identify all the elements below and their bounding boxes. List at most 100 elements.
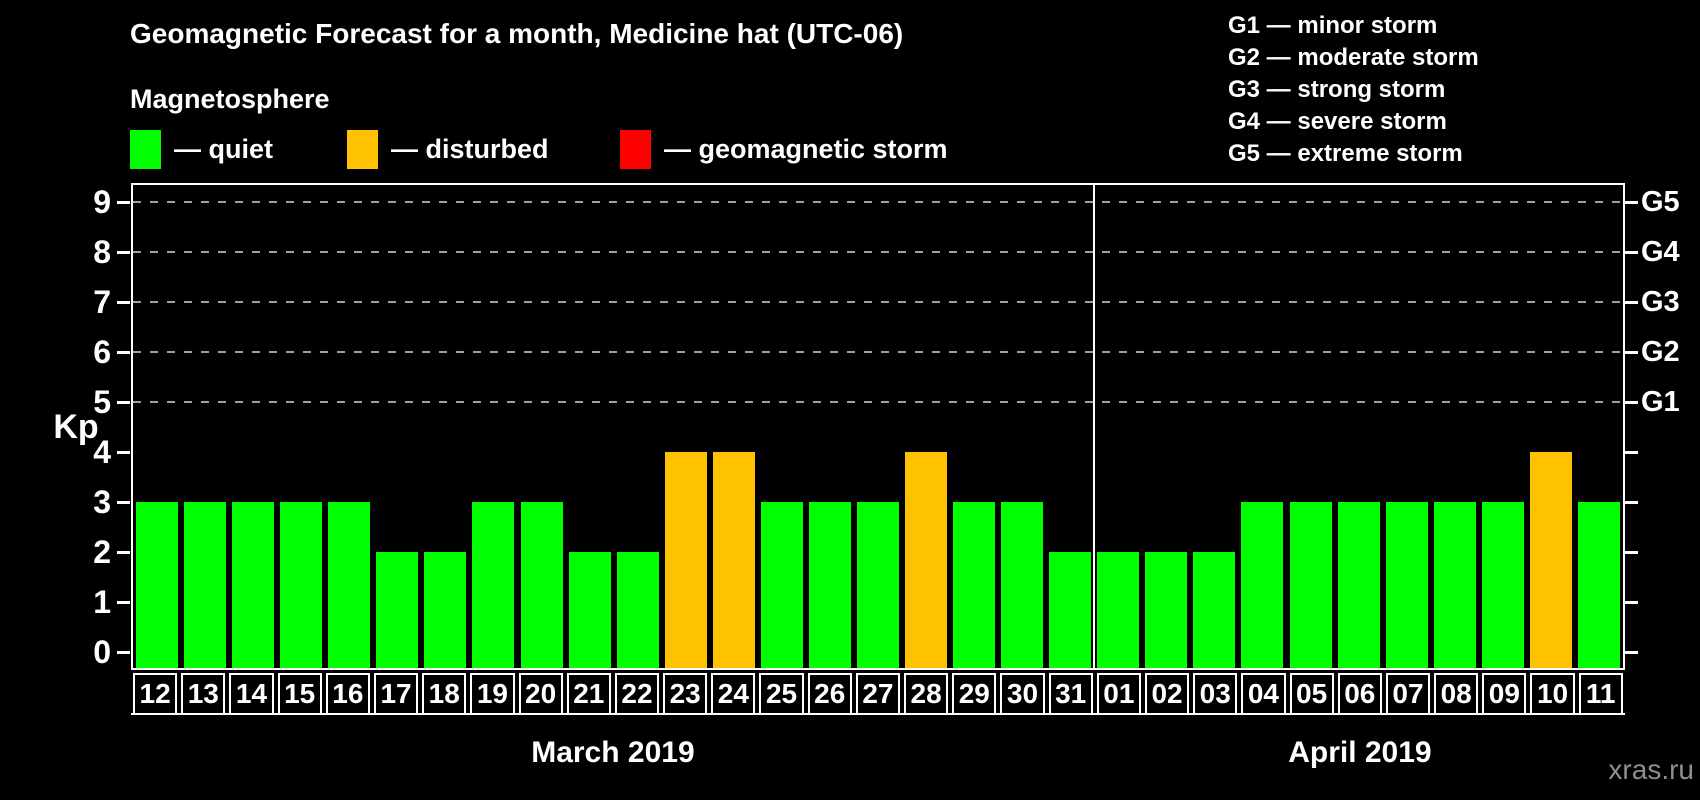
day-slot: 26: [806, 673, 854, 715]
g-legend-line-5: G5 — extreme storm: [1228, 140, 1463, 167]
kp-bar: [712, 452, 755, 668]
day-slot: 14: [227, 673, 275, 715]
day-slot: 07: [1384, 673, 1432, 715]
day-slot: 11: [1577, 673, 1625, 715]
bar-slot-12: [133, 185, 181, 668]
kp-bar: [664, 452, 707, 668]
bar-slot-16: [325, 185, 373, 668]
kp-bar: [856, 502, 899, 668]
y-axis-tick: [117, 201, 130, 204]
right-axis-tick: [1625, 201, 1638, 204]
day-label: 12: [133, 673, 178, 715]
g-legend-line-3: G3 — strong storm: [1228, 76, 1446, 103]
day-label: 17: [373, 673, 419, 715]
bar-slot-08: [1431, 185, 1479, 668]
day-slot: 06: [1336, 673, 1384, 715]
day-slot: 30: [998, 673, 1046, 715]
bar-slot-01: [1094, 185, 1142, 668]
day-slot: 29: [950, 673, 998, 715]
legend-swatch-quiet: [130, 129, 161, 169]
kp-bar: [1577, 502, 1620, 668]
bar-slot-31: [1046, 185, 1094, 668]
day-slot: 08: [1432, 673, 1480, 715]
bar-slot-15: [277, 185, 325, 668]
month-label-2: April 2019: [1288, 736, 1432, 769]
day-label: 15: [277, 673, 322, 715]
bar-slot-21: [566, 185, 614, 668]
y-axis-tick: [117, 601, 130, 604]
right-axis-tick: [1625, 501, 1638, 504]
day-label: 28: [904, 673, 949, 715]
y-axis-tick-label: 1: [93, 584, 111, 620]
bar-slot-24: [710, 185, 758, 668]
day-label: 08: [1434, 673, 1479, 715]
y-axis-tick-label: 4: [93, 434, 111, 470]
g-storm-scale-legend: G1 — minor storm G2 — moderate storm G3 — …: [1228, 10, 1479, 170]
day-slot: 23: [661, 673, 709, 715]
kp-bar: [232, 502, 275, 668]
kp-bar: [1337, 502, 1380, 668]
day-label: 24: [711, 673, 756, 715]
day-slot: 17: [372, 673, 420, 715]
legend-item-quiet: — quiet: [130, 129, 273, 169]
kp-bar: [1001, 502, 1044, 668]
day-slot: 19: [468, 673, 516, 715]
y-axis-tick-label: 8: [93, 234, 111, 270]
g-legend-line-2: G2 — moderate storm: [1228, 44, 1479, 71]
y-axis-title: Kp: [53, 408, 99, 446]
day-label: 03: [1193, 673, 1238, 715]
y-axis-tick: [117, 301, 130, 304]
legend-swatch-storm: [620, 129, 651, 169]
day-slot: 03: [1191, 673, 1239, 715]
day-label: 10: [1530, 673, 1575, 715]
day-slot: 25: [757, 673, 805, 715]
day-slot: 21: [565, 673, 613, 715]
right-axis-tick: [1625, 301, 1638, 304]
gridline-kp-5: [133, 401, 1623, 403]
day-label: 19: [470, 673, 515, 715]
day-label: 30: [1000, 673, 1045, 715]
bar-slot-22: [614, 185, 662, 668]
day-label: 01: [1096, 673, 1141, 715]
day-label: 14: [229, 673, 274, 715]
right-axis-tick: [1625, 651, 1638, 654]
gridline-kp-7: [133, 301, 1623, 303]
day-label: 18: [422, 673, 467, 715]
g-legend-line-1: G1 — minor storm: [1228, 12, 1438, 39]
g-scale-label-G2: G2: [1641, 336, 1680, 368]
day-label: 13: [181, 673, 226, 715]
day-label: 27: [855, 673, 900, 715]
bar-slot-07: [1383, 185, 1431, 668]
kp-bar: [184, 502, 227, 668]
day-slot: 01: [1095, 673, 1143, 715]
kp-bar: [136, 502, 179, 668]
day-label: 04: [1241, 673, 1286, 715]
day-label: 09: [1482, 673, 1527, 715]
g-scale-label-G3: G3: [1641, 286, 1680, 318]
day-slot: 15: [276, 673, 324, 715]
y-axis-tick: [117, 651, 130, 654]
day-label: 05: [1289, 673, 1334, 715]
day-slot: 09: [1480, 673, 1528, 715]
bar-slot-29: [950, 185, 998, 668]
bar-slot-19: [469, 185, 517, 668]
bar-slot-26: [806, 185, 854, 668]
legend-label-quiet: — quiet: [174, 133, 273, 164]
kp-bar: [1241, 502, 1284, 668]
y-axis-tick-label: 3: [93, 484, 111, 520]
day-slot: 05: [1288, 673, 1336, 715]
kp-bar: [808, 502, 851, 668]
legend-item-disturbed: — disturbed: [347, 129, 549, 169]
y-axis-tick-label: 7: [93, 284, 111, 320]
x-axis-baseline: [131, 713, 1625, 715]
kp-bar: [472, 502, 515, 668]
month-label-1: March 2019: [531, 736, 695, 769]
y-axis-tick: [117, 501, 130, 504]
right-axis-tick: [1625, 401, 1638, 404]
bar-slot-05: [1287, 185, 1335, 668]
kp-bar: [953, 502, 996, 668]
day-slot: 16: [324, 673, 372, 715]
day-label: 26: [807, 673, 852, 715]
watermark: xras.ru: [1608, 754, 1694, 785]
